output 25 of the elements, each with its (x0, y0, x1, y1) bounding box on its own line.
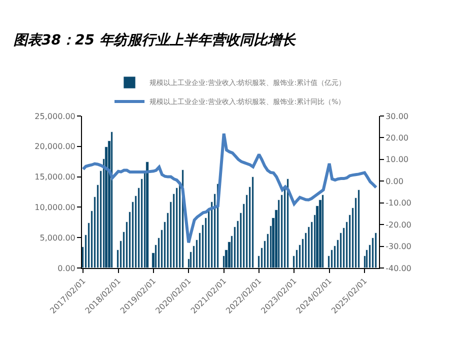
bar (286, 178, 289, 268)
bar (146, 162, 149, 268)
chart-title: 图表38：25 年纺服行业上半年营收同比增长 (13, 32, 296, 49)
bar (374, 232, 377, 268)
bar (358, 190, 360, 268)
bar (110, 132, 113, 268)
y2-tick-label: -10.00 (386, 198, 412, 208)
y-tick-label: 25,000.00 (34, 112, 76, 121)
y2-tick-label: 30.00 (386, 112, 409, 121)
bar (330, 250, 333, 268)
bar (176, 188, 178, 268)
y2-tick-label: 0.00 (386, 176, 404, 186)
y2-tick-label: 10.00 (386, 155, 409, 164)
bar (322, 194, 324, 268)
y-tick-label: 20,000.00 (34, 142, 76, 152)
y-tick-label: 0.00 (58, 264, 76, 273)
bar (252, 176, 254, 268)
y2-tick-label: -20.00 (386, 220, 412, 230)
y-tick-label: 10,000.00 (34, 203, 76, 212)
y2-tick-label: -40.00 (386, 264, 412, 273)
line-series (82, 132, 378, 244)
y2-tick-label: -30.00 (386, 242, 412, 252)
y-tick-label: 15,000.00 (34, 172, 76, 182)
y2-tick-label: 20.00 (386, 134, 409, 143)
y-tick-label: 5,000.00 (40, 233, 76, 242)
